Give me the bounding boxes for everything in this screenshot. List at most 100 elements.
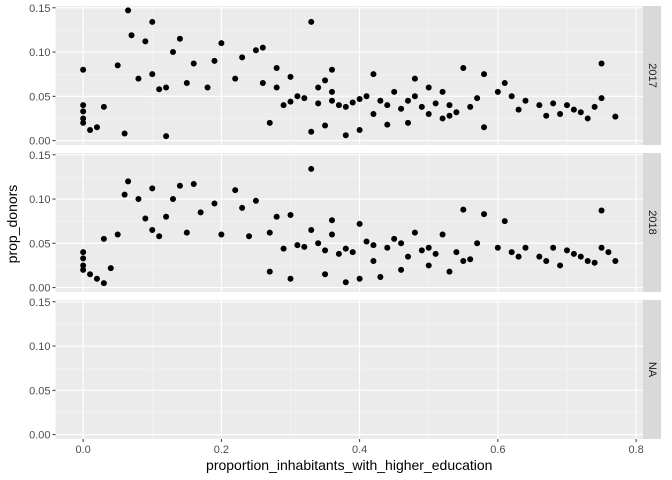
data-point xyxy=(577,109,584,116)
data-point xyxy=(80,115,87,122)
data-point xyxy=(398,105,405,112)
data-point xyxy=(135,196,142,203)
data-point xyxy=(411,75,418,82)
data-point xyxy=(570,106,577,113)
data-point xyxy=(308,18,315,25)
data-point xyxy=(439,231,446,238)
data-point xyxy=(163,213,170,220)
data-point xyxy=(453,109,460,116)
data-point xyxy=(584,115,591,122)
data-point xyxy=(80,255,87,262)
y-tick-label: 0.15 xyxy=(29,3,50,15)
data-point xyxy=(266,119,273,126)
data-point xyxy=(294,242,301,249)
scatter-points xyxy=(80,7,619,140)
y-tick-label: 0.00 xyxy=(29,283,50,295)
x-axis-title: proportion_inhabitants_with_higher_educa… xyxy=(206,457,492,473)
data-point xyxy=(252,197,259,204)
data-point xyxy=(125,178,132,185)
data-point xyxy=(501,218,508,225)
data-point xyxy=(280,102,287,109)
data-point xyxy=(287,211,294,218)
data-point xyxy=(598,244,605,251)
data-point xyxy=(356,95,363,102)
data-point xyxy=(125,7,132,14)
data-point xyxy=(176,35,183,42)
data-point xyxy=(543,112,550,119)
data-point xyxy=(612,113,619,120)
data-point xyxy=(467,256,474,263)
facet-panel-NA: 0.00 0.05 0.10 0.15 NA xyxy=(29,297,661,442)
data-point xyxy=(425,84,432,91)
data-point xyxy=(481,124,488,131)
scatter-points xyxy=(80,165,619,287)
data-point xyxy=(308,128,315,135)
data-point xyxy=(322,247,329,254)
data-point xyxy=(190,60,197,67)
data-point xyxy=(425,244,432,251)
data-point xyxy=(163,133,170,140)
data-point xyxy=(612,258,619,265)
data-point xyxy=(467,103,474,110)
y-tick-label: 0.00 xyxy=(29,430,50,442)
data-point xyxy=(370,71,377,78)
data-point xyxy=(494,244,501,251)
y-tick-label: 0.05 xyxy=(29,91,50,103)
data-point xyxy=(598,60,605,67)
data-point xyxy=(301,243,308,250)
data-point xyxy=(190,180,197,187)
data-point xyxy=(536,253,543,260)
data-point xyxy=(370,242,377,249)
data-point xyxy=(377,273,384,280)
data-point xyxy=(135,75,142,82)
data-point xyxy=(204,84,211,91)
data-point xyxy=(308,165,315,172)
data-point xyxy=(557,262,564,269)
data-point xyxy=(405,119,411,126)
panel-background xyxy=(55,6,643,145)
data-point xyxy=(335,250,342,257)
data-point xyxy=(93,275,100,282)
facet-strip xyxy=(643,6,661,145)
data-point xyxy=(335,102,342,109)
data-point xyxy=(349,99,356,106)
data-point xyxy=(287,73,294,80)
data-point xyxy=(501,80,508,87)
facet-strip xyxy=(643,300,661,439)
data-point xyxy=(460,206,467,213)
data-point xyxy=(266,268,273,275)
data-point xyxy=(563,247,570,254)
data-point xyxy=(239,204,246,211)
data-point xyxy=(273,64,280,71)
data-point xyxy=(114,231,121,238)
y-tick-label: 0.15 xyxy=(29,297,50,309)
data-point xyxy=(508,249,515,256)
data-point xyxy=(481,71,488,78)
data-point xyxy=(570,250,577,257)
data-point xyxy=(508,93,515,100)
data-point xyxy=(391,88,398,95)
x-tick-label: 0.8 xyxy=(628,444,643,456)
panel-background xyxy=(55,153,643,292)
data-point xyxy=(308,227,315,234)
data-point xyxy=(515,106,522,113)
data-point xyxy=(93,124,100,131)
data-point xyxy=(322,271,329,278)
data-point xyxy=(232,187,239,194)
data-point xyxy=(142,38,149,45)
data-point xyxy=(280,245,287,252)
data-point xyxy=(315,84,322,91)
data-point xyxy=(121,130,128,137)
data-point xyxy=(411,229,418,236)
x-tick-label: 0.4 xyxy=(352,444,367,456)
y-tick-label: 0.00 xyxy=(29,136,50,148)
data-point xyxy=(87,126,94,133)
data-point xyxy=(328,97,335,104)
facet-strip-label: 2018 xyxy=(646,210,658,234)
y-tick-label: 0.05 xyxy=(29,238,50,250)
data-point xyxy=(598,207,605,214)
y-axis-title: prop_donors xyxy=(4,185,20,264)
data-point xyxy=(577,253,584,260)
data-point xyxy=(211,57,218,64)
data-point xyxy=(322,122,329,129)
